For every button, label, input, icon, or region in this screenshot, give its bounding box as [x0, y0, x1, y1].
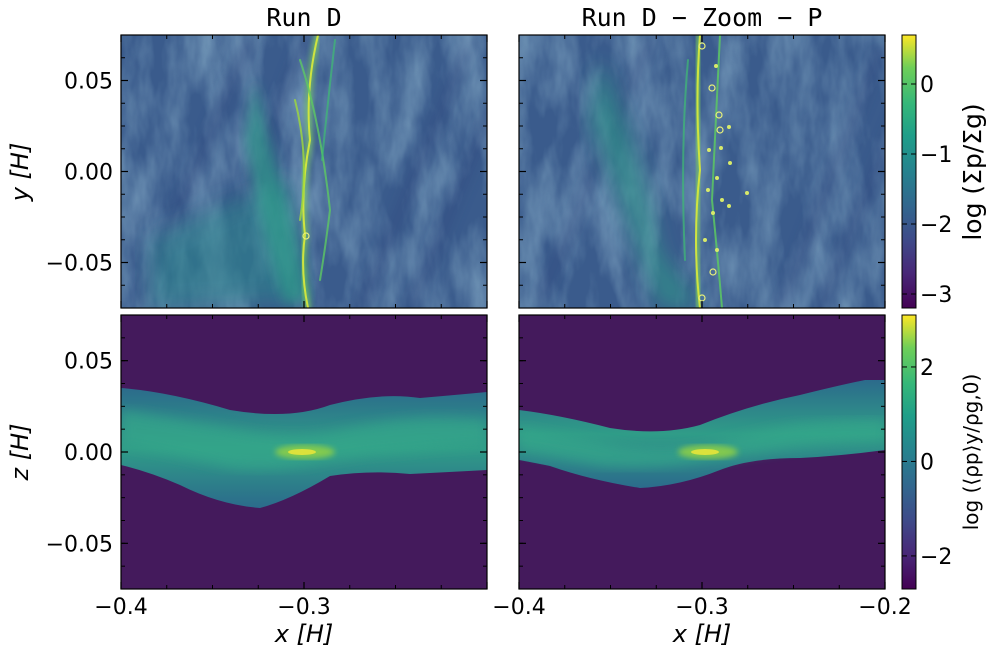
colorbar-tick-label: −1: [920, 143, 952, 168]
y-tick-label: 0.00: [64, 161, 113, 186]
y-tick-label: −0.05: [46, 532, 113, 557]
y-tick-label: 0.00: [64, 441, 113, 466]
panel-bottom-left: [120, 314, 488, 590]
xlabel-bottom-left: x [H]: [274, 620, 334, 648]
panel-top-right: [518, 34, 886, 309]
ylabel-bottom: z [H]: [6, 424, 34, 482]
y-tick-label: 0.05: [64, 70, 113, 95]
heatmap-bottom-right: [519, 315, 885, 589]
colorbar-bottom: [901, 314, 917, 590]
y-tick-label: 0.05: [64, 350, 113, 375]
x-tick-label: −0.3: [277, 595, 330, 620]
colorbar-top: [901, 34, 917, 309]
x-tick-label: −0.3: [675, 595, 728, 620]
panel-bottom-right: [518, 314, 886, 590]
colorbar-tick-label: −3: [920, 283, 952, 308]
title-top-right: Run D − Zoom − P: [582, 3, 823, 32]
colorbar-tick-label: 0: [920, 73, 934, 98]
colorbar-tick-label: −2: [920, 545, 952, 570]
y-tick-label: −0.05: [46, 252, 113, 277]
colorbar-tick-label: 2: [920, 356, 934, 381]
panel-top-left: [120, 34, 488, 309]
x-tick-label: −0.4: [492, 595, 545, 620]
ylabel-top: y [H]: [6, 143, 34, 203]
xlabel-bottom-right: x [H]: [672, 620, 732, 648]
x-tick-label: −0.4: [94, 595, 147, 620]
heatmap-top-left: [121, 35, 487, 308]
title-top-left: Run D: [266, 3, 341, 32]
colorbar-tick-label: −2: [920, 213, 952, 238]
x-tick-label: −0.2: [858, 595, 911, 620]
heatmap-bottom-left: [121, 315, 487, 589]
colorbar-bottom-label: log (⟨ρp⟩y/ρg,0): [959, 374, 983, 531]
colorbar-tick-label: 0: [920, 450, 934, 475]
colorbar-top-label: log (Σp/Σg): [958, 103, 987, 240]
heatmap-top-right: [519, 35, 885, 308]
axis-ticks: 0.05 0.00 −0.05 0.05 0.00 −0.05 −0.4 −0.3 −0.4 −0…: [46, 34, 952, 620]
